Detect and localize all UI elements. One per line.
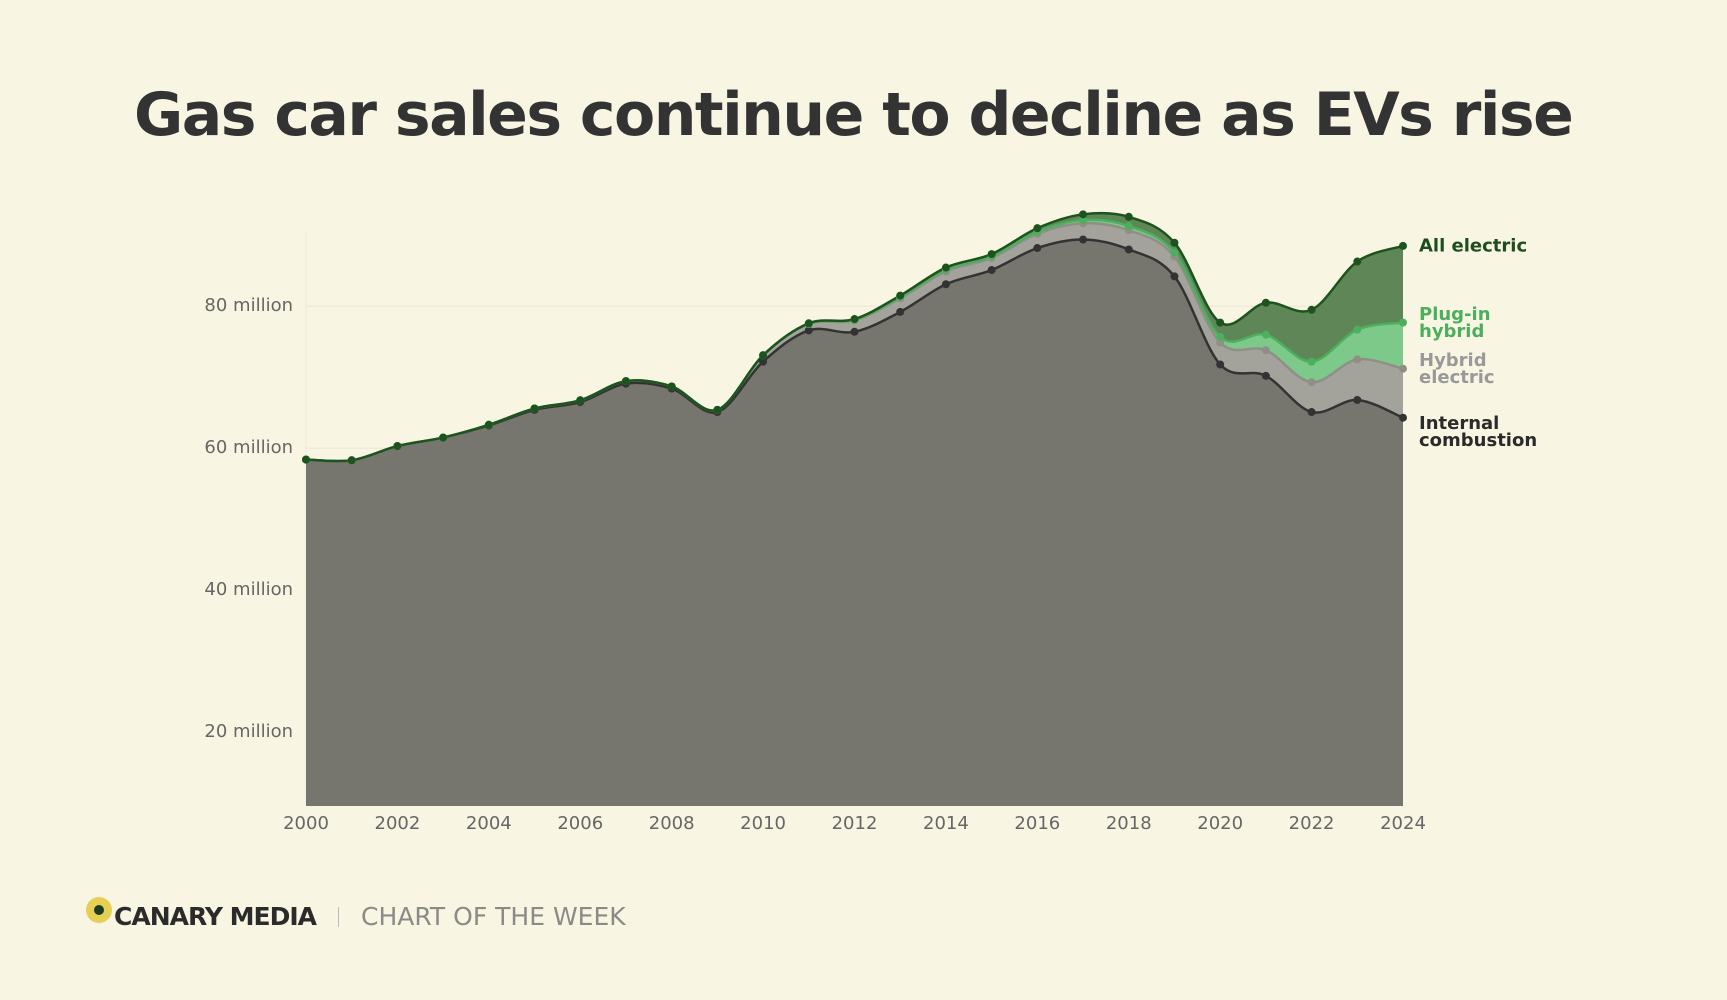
point [1079, 235, 1088, 244]
x-tick-label: 2006 [557, 813, 603, 834]
point [759, 351, 768, 360]
area [306, 239, 1403, 806]
point [1216, 332, 1225, 341]
point [850, 315, 859, 324]
point [1033, 224, 1042, 233]
point [1353, 355, 1362, 364]
x-tick-label: 2008 [649, 813, 695, 834]
chart-title: Gas car sales continue to decline as EVs… [134, 80, 1574, 150]
y-tick-label: 80 million [204, 295, 293, 316]
y-tick-label: 40 million [204, 579, 293, 600]
point [1216, 360, 1225, 369]
logo [86, 896, 112, 923]
series-label: Hybrid electric [1419, 349, 1495, 388]
point [621, 377, 630, 386]
x-tick-label: 2024 [1380, 813, 1426, 834]
point [1307, 357, 1316, 366]
x-tick-label: 2020 [1197, 813, 1243, 834]
point [484, 420, 493, 429]
point [896, 307, 905, 316]
point [1353, 395, 1362, 404]
point [804, 326, 813, 335]
point [1399, 413, 1407, 422]
series-label: Plug-in hybrid [1419, 303, 1491, 342]
brand: CANARY MEDIA [114, 902, 317, 931]
point [1261, 298, 1270, 307]
point [1353, 325, 1362, 334]
x-tick-label: 2002 [375, 813, 421, 834]
tagline: CHART OF THE WEEK [361, 902, 626, 931]
point [1124, 212, 1133, 221]
y-tick-label: 60 million [204, 437, 293, 458]
point [941, 280, 950, 289]
point [439, 433, 448, 442]
point [804, 319, 813, 328]
point [941, 263, 950, 272]
point [759, 357, 768, 366]
point [576, 396, 585, 405]
x-tick-label: 2004 [466, 813, 512, 834]
point [987, 250, 996, 259]
point [1353, 257, 1362, 266]
point [1216, 318, 1225, 327]
point [1124, 245, 1133, 254]
point [347, 456, 356, 465]
x-tick-label: 2018 [1106, 813, 1152, 834]
point [1079, 210, 1088, 219]
point [1399, 364, 1407, 373]
point [1307, 305, 1316, 314]
point [987, 266, 996, 275]
point [1079, 215, 1088, 224]
point [1216, 338, 1225, 347]
point [1261, 330, 1270, 339]
footer: CANARY MEDIA CHART OF THE WEEK [86, 896, 626, 931]
point [302, 455, 310, 464]
point [667, 382, 676, 391]
point [850, 327, 859, 336]
point [1033, 244, 1042, 253]
x-tick-label: 2012 [832, 813, 878, 834]
point [1170, 248, 1179, 257]
point [1399, 318, 1407, 327]
x-tick-label: 2016 [1014, 813, 1060, 834]
point [1399, 241, 1407, 250]
point [530, 404, 539, 413]
point [1307, 378, 1316, 387]
x-tick-label: 2000 [283, 813, 329, 834]
point [1170, 238, 1179, 247]
series-label: Internal combustion [1419, 412, 1538, 451]
separator [338, 906, 340, 927]
x-tick-label: 2022 [1289, 813, 1335, 834]
point [1307, 408, 1316, 417]
point [1124, 222, 1133, 231]
point [1261, 346, 1270, 355]
point [393, 442, 402, 451]
y-tick-label: 20 million [204, 721, 293, 742]
x-tick-label: 2014 [923, 813, 969, 834]
point [896, 291, 905, 300]
point [713, 405, 722, 414]
point [1261, 371, 1270, 380]
point [1170, 272, 1179, 281]
x-tick-label: 2010 [740, 813, 786, 834]
series-label: All electric [1419, 235, 1528, 257]
